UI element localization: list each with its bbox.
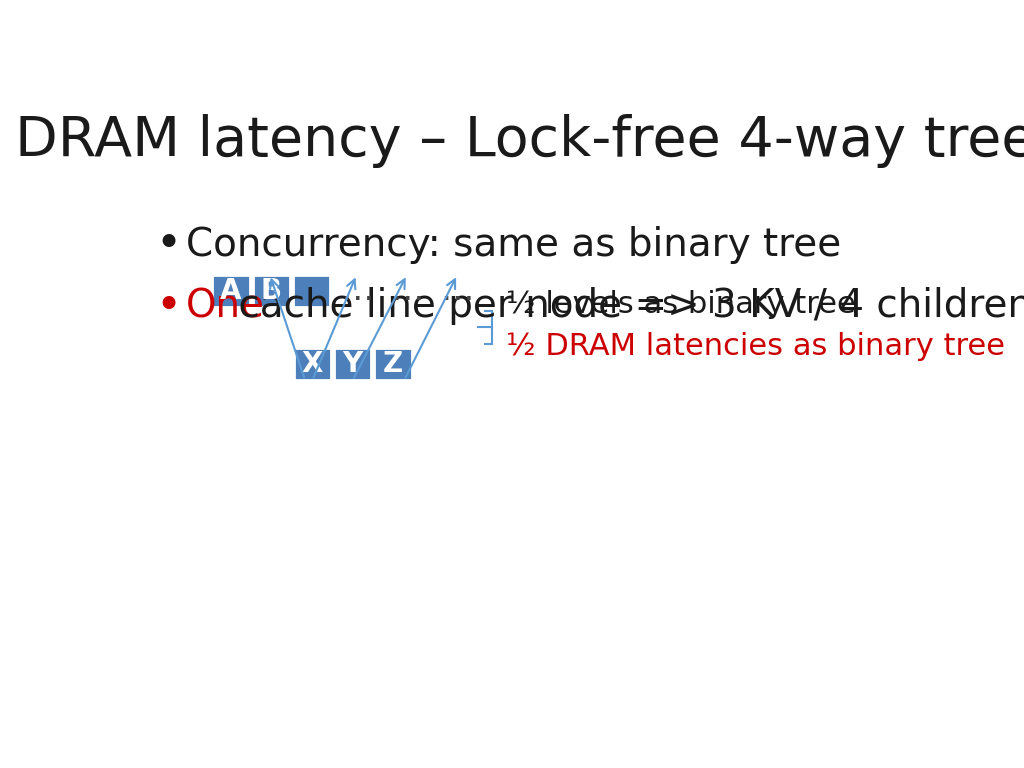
Text: X: X (302, 350, 324, 378)
Text: cache line per node => 3 KV / 4 children: cache line per node => 3 KV / 4 children (226, 287, 1024, 325)
Text: A: A (220, 276, 242, 305)
Bar (253, 275, 290, 307)
Text: •: • (156, 223, 181, 266)
Bar (294, 348, 331, 380)
Bar (334, 348, 372, 380)
Text: …: … (440, 274, 474, 307)
Text: B: B (261, 276, 282, 305)
Text: ½ levels as binary tree: ½ levels as binary tree (506, 290, 856, 319)
Text: DRAM latency – Lock-free 4-way tree: DRAM latency – Lock-free 4-way tree (14, 114, 1024, 167)
Text: …: … (390, 274, 424, 307)
Text: ½ DRAM latencies as binary tree: ½ DRAM latencies as binary tree (506, 332, 1006, 361)
Text: Y: Y (343, 350, 362, 378)
Text: …: … (340, 274, 374, 307)
Text: One: One (186, 287, 265, 325)
Bar (293, 275, 331, 307)
Text: Z: Z (383, 350, 403, 378)
Text: Concurrency: same as binary tree: Concurrency: same as binary tree (186, 226, 842, 263)
Bar (375, 348, 412, 380)
Text: •: • (156, 285, 181, 328)
Bar (212, 275, 250, 307)
